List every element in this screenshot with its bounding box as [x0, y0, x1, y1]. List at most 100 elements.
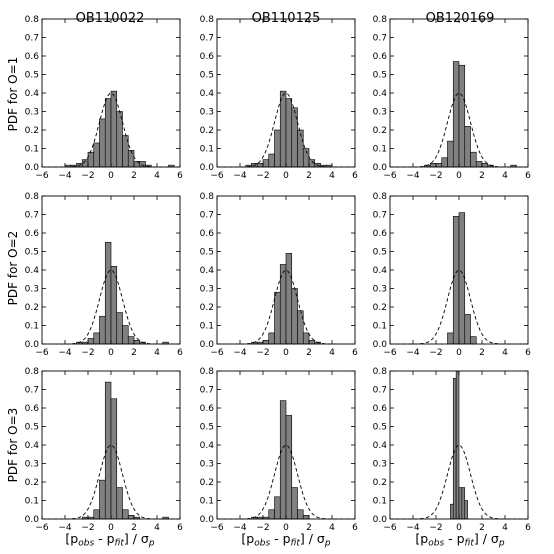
bar-7: [291, 487, 298, 520]
bar-5: [110, 398, 118, 520]
y-tick-label: 0.7: [373, 386, 387, 396]
y-tick-label: 0.6: [200, 52, 215, 62]
y-tick-label: 0.4: [373, 266, 388, 276]
y-tick-label: 0.8: [373, 15, 388, 25]
bar-2: [435, 163, 443, 168]
x-tick-label: 6: [352, 348, 358, 358]
bar-5: [464, 500, 468, 520]
x-tick-label: −2: [429, 523, 442, 533]
bar-9: [127, 336, 135, 345]
bar-8: [297, 310, 304, 345]
x-tick-label: 0: [108, 348, 114, 358]
y-tick-label: 0.6: [25, 52, 40, 62]
row-labels: PDF for O=1 PDF for O=2 PDF for O=3: [6, 57, 20, 483]
y-tick-label: 0.7: [25, 386, 39, 396]
y-tick-label: 0.2: [373, 478, 387, 488]
y-tick-label: 0.6: [373, 52, 388, 62]
x-tick-label: −2: [256, 348, 269, 358]
y-tick-label: 0.2: [200, 126, 214, 136]
bar-4: [447, 140, 454, 168]
x-tick-label: 2: [131, 348, 137, 358]
y-tick-label: 0.0: [373, 163, 388, 173]
y-tick-label: 0.8: [200, 15, 215, 25]
bar-9: [297, 129, 304, 168]
y-tick-label: 0.3: [25, 460, 39, 470]
bar-9: [302, 514, 310, 520]
y-tick-label: 0.3: [25, 108, 39, 118]
bar-8: [110, 90, 118, 168]
y-tick-label: 0.8: [373, 367, 388, 377]
x-tick-label: 2: [479, 523, 485, 533]
x-tick-label: −4: [233, 171, 247, 181]
bar-7: [104, 98, 112, 168]
y-tick-label: 0.4: [373, 89, 388, 99]
bar-5: [93, 142, 100, 168]
bar-4: [461, 487, 466, 520]
x-axis-label-0: [pobs - pfit] / σp: [65, 531, 154, 549]
bar-6: [458, 64, 466, 168]
x-tick-label: −2: [256, 171, 269, 181]
bar-5: [104, 241, 112, 345]
bar-3: [93, 332, 100, 345]
x-tick-label: 2: [479, 171, 485, 181]
bar-7: [116, 312, 123, 345]
panel-r1-c2: 0.0 0.1 0.2 0.3 0.4 0.5 0.6 0.7 0.8 −6 −4 −2 0 2 4 6: [373, 192, 531, 358]
x-tick-label: −6: [210, 348, 224, 358]
bar-2: [455, 370, 460, 520]
bar-6: [116, 487, 123, 520]
bar-2: [458, 212, 466, 345]
x-tick-label: 0: [283, 171, 289, 181]
x-tick-label: −2: [429, 171, 442, 181]
y-tick-label: 0.5: [373, 423, 387, 433]
y-tick-label: 0.4: [200, 441, 215, 451]
y-tick-label: 0.8: [200, 367, 215, 377]
bar-3: [262, 159, 270, 168]
x-tick-label: −4: [406, 523, 420, 533]
y-tick-label: 0.3: [373, 285, 387, 295]
x-tick-label: 0: [456, 348, 462, 358]
bar-3: [268, 509, 275, 520]
bar-9: [116, 111, 123, 168]
y-tick-label: 0.1: [373, 497, 387, 507]
x-tick-label: 4: [502, 348, 508, 358]
y-tick-label: 0.3: [200, 460, 214, 470]
y-tick-label: 0.5: [25, 248, 39, 258]
bar-3: [441, 157, 448, 168]
x-tick-label: −2: [429, 348, 442, 358]
x-tick-label: 4: [154, 348, 160, 358]
y-tick-label: 0.6: [25, 229, 40, 239]
bar-12: [133, 161, 141, 168]
bar-13: [139, 161, 146, 168]
x-tick-label: 0: [108, 523, 114, 533]
x-tick-label: 4: [154, 171, 160, 181]
bar-4: [268, 153, 275, 168]
bar-8: [291, 107, 298, 168]
x-tick-label: −4: [406, 171, 420, 181]
bar-9: [475, 161, 483, 168]
y-tick-label: 0.2: [25, 478, 39, 488]
x-axis-label-1: [pobs - pfit] / σp: [241, 531, 330, 549]
y-tick-label: 0.8: [25, 15, 40, 25]
y-tick-label: 0.4: [25, 89, 40, 99]
y-tick-label: 0.4: [200, 89, 215, 99]
y-tick-label: 0.2: [373, 303, 387, 313]
x-tick-label: 6: [525, 171, 531, 181]
x-tick-label: 6: [352, 523, 358, 533]
y-tick-label: 0.6: [373, 229, 388, 239]
x-tick-label: 6: [352, 171, 358, 181]
y-tick-label: 0.6: [200, 229, 215, 239]
y-tick-label: 0.8: [200, 192, 215, 202]
bar-8: [470, 151, 477, 168]
y-tick-label: 0.1: [25, 322, 39, 332]
bar-4: [470, 336, 477, 345]
column-title-2: OB120169: [426, 11, 495, 26]
bar-11: [127, 150, 135, 168]
y-tick-label: 0.5: [373, 248, 387, 258]
x-tick-label: 4: [154, 523, 160, 533]
bar-4: [274, 496, 281, 520]
x-tick-label: −6: [35, 523, 49, 533]
x-tick-label: 4: [329, 171, 335, 181]
y-tick-label: 0.3: [25, 285, 39, 295]
bar-6: [110, 265, 118, 345]
y-tick-label: 0.0: [200, 515, 215, 525]
